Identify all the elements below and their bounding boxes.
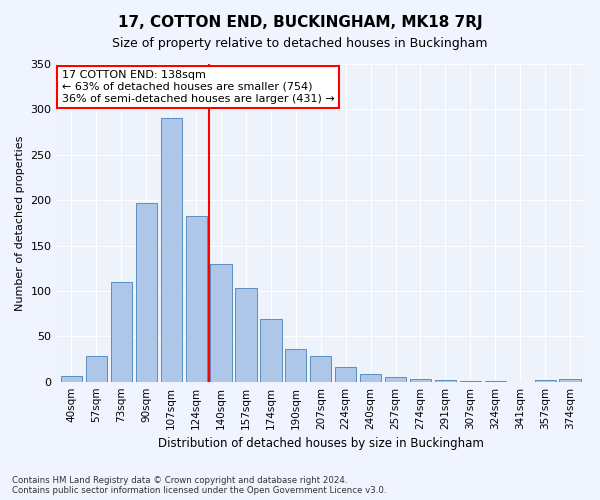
Text: Size of property relative to detached houses in Buckingham: Size of property relative to detached ho… bbox=[112, 38, 488, 51]
Bar bbox=[310, 356, 331, 382]
Y-axis label: Number of detached properties: Number of detached properties bbox=[15, 135, 25, 310]
Bar bbox=[559, 379, 581, 382]
Bar bbox=[335, 367, 356, 382]
Bar bbox=[86, 356, 107, 382]
Text: 17 COTTON END: 138sqm
← 63% of detached houses are smaller (754)
36% of semi-det: 17 COTTON END: 138sqm ← 63% of detached … bbox=[62, 70, 335, 104]
Bar bbox=[185, 216, 207, 382]
Bar bbox=[285, 349, 307, 382]
Bar bbox=[410, 379, 431, 382]
Bar bbox=[385, 377, 406, 382]
Bar bbox=[360, 374, 381, 382]
Bar bbox=[235, 288, 257, 382]
Bar bbox=[61, 376, 82, 382]
X-axis label: Distribution of detached houses by size in Buckingham: Distribution of detached houses by size … bbox=[158, 437, 484, 450]
Text: Contains HM Land Registry data © Crown copyright and database right 2024.
Contai: Contains HM Land Registry data © Crown c… bbox=[12, 476, 386, 495]
Bar bbox=[136, 203, 157, 382]
Bar bbox=[460, 381, 481, 382]
Bar bbox=[485, 381, 506, 382]
Bar bbox=[535, 380, 556, 382]
Bar bbox=[111, 282, 132, 382]
Bar bbox=[211, 264, 232, 382]
Bar bbox=[260, 319, 281, 382]
Text: 17, COTTON END, BUCKINGHAM, MK18 7RJ: 17, COTTON END, BUCKINGHAM, MK18 7RJ bbox=[118, 15, 482, 30]
Bar bbox=[435, 380, 456, 382]
Bar bbox=[161, 118, 182, 382]
